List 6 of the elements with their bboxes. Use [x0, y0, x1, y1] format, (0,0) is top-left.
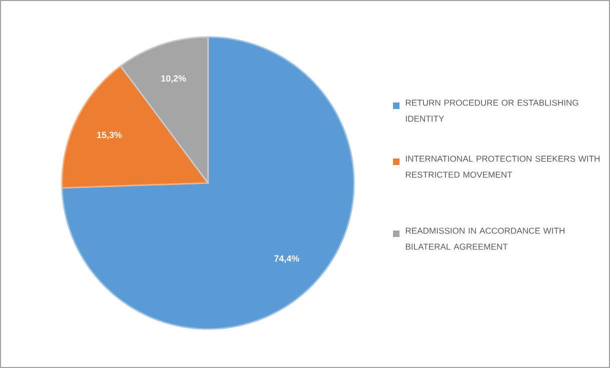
data-label: 10,2% — [161, 75, 186, 83]
legend-label: READMISSION IN ACCORDANCE WITH BILATERAL AGREEMENT — [406, 228, 564, 250]
legend-label: INTERNATIONAL PROTECTION SEEKERS WITH RESTRICTED MOVEMENT — [406, 156, 600, 178]
data-label: 15,3% — [97, 132, 122, 140]
data-label: 74,4% — [274, 255, 300, 263]
legend-label: RETURN PROCEDURE OR ESTABLISHING IDENTITY — [406, 100, 578, 122]
